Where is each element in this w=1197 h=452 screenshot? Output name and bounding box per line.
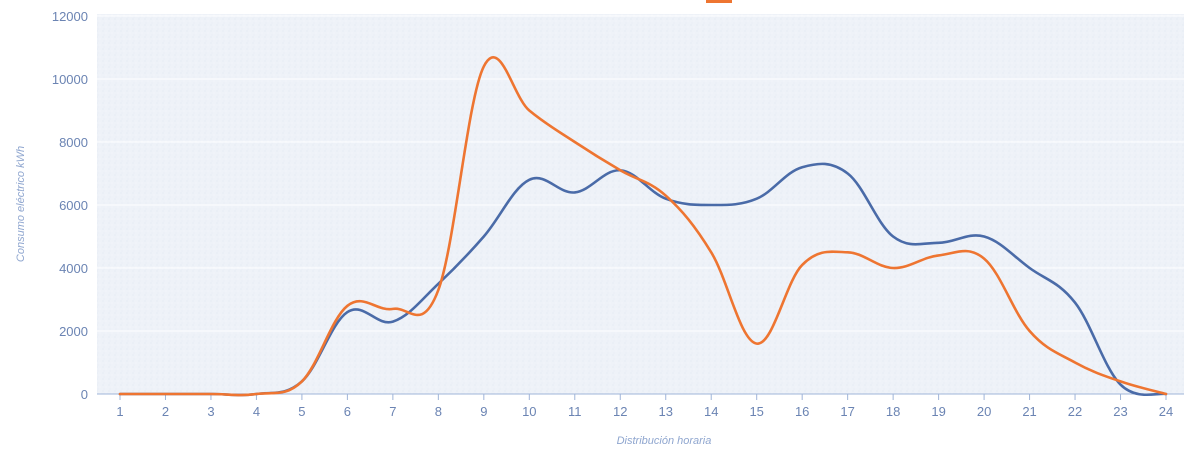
- x-tick-label: 5: [298, 404, 305, 419]
- plot-area: [97, 14, 1184, 394]
- x-tick-label: 2: [162, 404, 169, 419]
- y-tick-label: 4000: [59, 261, 88, 276]
- x-tick-label: 21: [1022, 404, 1036, 419]
- y-tick-label: 8000: [59, 135, 88, 150]
- x-tick-label: 22: [1068, 404, 1082, 419]
- x-tick-label: 18: [886, 404, 900, 419]
- x-tick-label: 9: [480, 404, 487, 419]
- x-tick-label: 19: [931, 404, 945, 419]
- x-tick-label: 7: [389, 404, 396, 419]
- series-line-2: [118, 56, 1168, 397]
- x-tick-label: 24: [1159, 404, 1173, 419]
- y-tick-label: 2000: [59, 324, 88, 339]
- x-tick-label: 1: [116, 404, 123, 419]
- x-tick-label: 15: [749, 404, 763, 419]
- x-tick-label: 13: [659, 404, 673, 419]
- y-tick-label: 12000: [52, 9, 88, 24]
- x-tick-label: 4: [253, 404, 260, 419]
- x-tick-label: 10: [522, 404, 536, 419]
- series-lines: [118, 56, 1168, 397]
- x-tick-label: 11: [568, 404, 582, 419]
- x-tick-label: 3: [207, 404, 214, 419]
- y-axis-title: Consumo eléctrico kWh: [15, 146, 27, 262]
- y-tick-label: 6000: [59, 198, 88, 213]
- x-axis-title: Distribución horaria: [617, 435, 712, 447]
- x-tick-label: 6: [344, 404, 351, 419]
- x-tick-label: 14: [704, 404, 718, 419]
- y-tick-label: 0: [81, 387, 88, 402]
- gridlines: [97, 15, 1184, 395]
- y-tick-label: 10000: [52, 72, 88, 87]
- x-tick-label: 23: [1113, 404, 1127, 419]
- x-tick-label: 8: [435, 404, 442, 419]
- x-tick-label: 20: [977, 404, 991, 419]
- x-tick-label: 17: [840, 404, 854, 419]
- x-tick-label: 12: [613, 404, 627, 419]
- x-tick-label: 16: [795, 404, 809, 419]
